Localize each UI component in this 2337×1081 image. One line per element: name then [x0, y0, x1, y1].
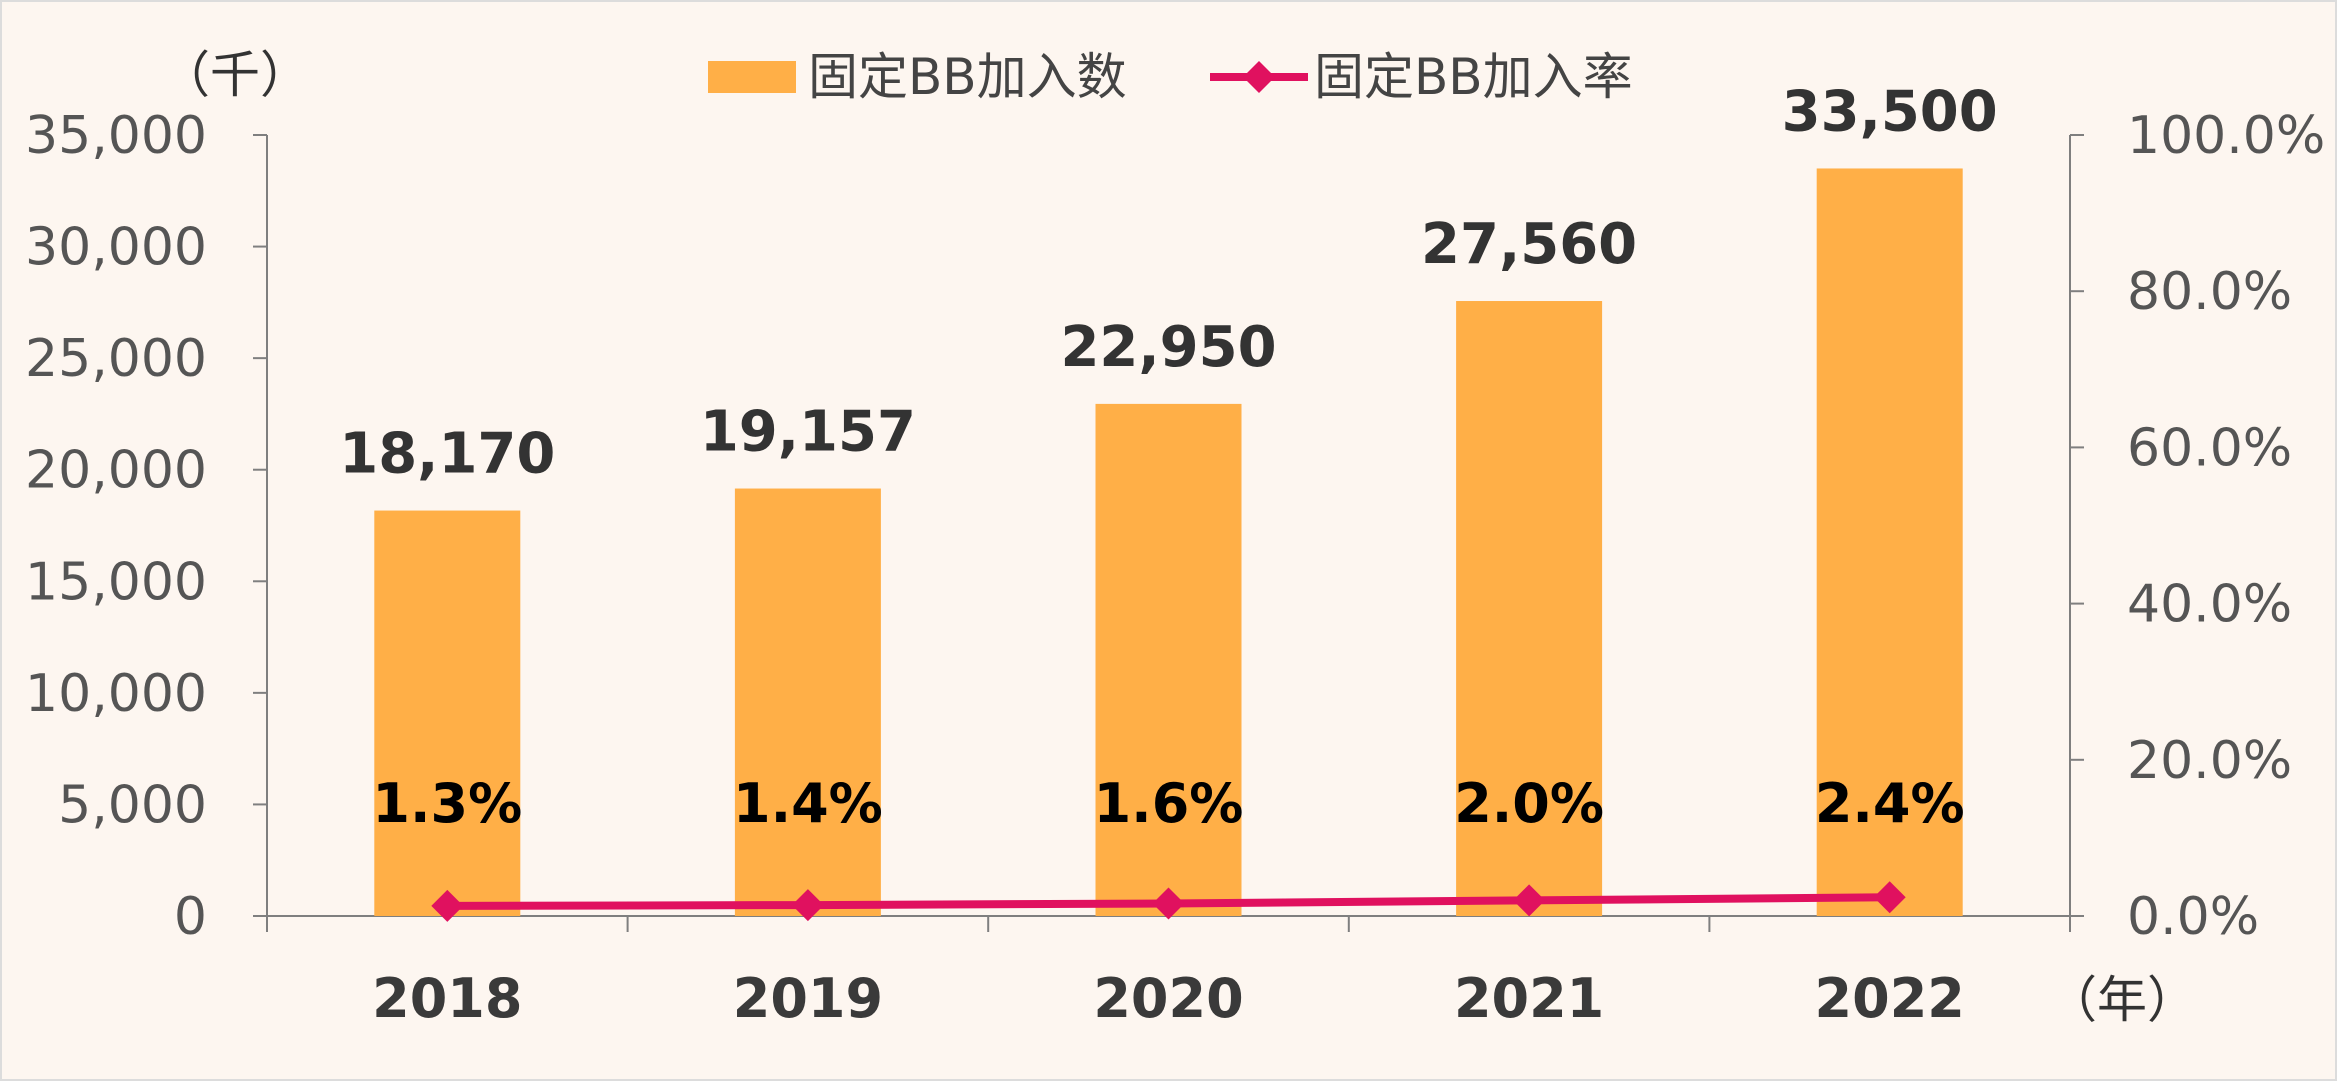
- line-point-marker: [791, 889, 824, 922]
- x-axis-unit-label: （年）: [2047, 971, 2197, 1029]
- y-axis-left-tick-label: 25,000: [25, 329, 207, 389]
- bar-data-label: 18,170: [339, 422, 555, 487]
- legend-line-label: 固定BB加入率: [1314, 48, 1633, 106]
- y-axis-right-tick-label: 40.0%: [2127, 575, 2292, 635]
- bar-data-label: 19,157: [700, 400, 916, 465]
- legend-bar-label: 固定BB加入数: [808, 48, 1127, 106]
- line-point-marker: [1873, 881, 1906, 914]
- x-axis-tick-label: 2021: [1454, 967, 1604, 1030]
- bar: [734, 488, 881, 916]
- y-axis-right-tick-label: 80.0%: [2127, 262, 2292, 322]
- line-data-label: 1.4%: [733, 772, 883, 835]
- line-data-label: 2.0%: [1454, 772, 1604, 835]
- x-axis-tick-label: 2018: [372, 967, 522, 1030]
- y-axis-left-tick-label: 20,000: [25, 441, 207, 501]
- y-axis-right-tick-label: 20.0%: [2127, 731, 2292, 791]
- bar: [374, 510, 521, 916]
- bar-data-label: 27,560: [1421, 212, 1637, 277]
- legend: 固定BB加入数 固定BB加入率: [708, 48, 1633, 106]
- y-axis-right-tick-label: 100.0%: [2127, 106, 2325, 166]
- y-axis-left-tick-label: 0: [174, 887, 207, 947]
- bar-data-label: 22,950: [1060, 315, 1276, 380]
- y-axis-left-unit-label: （千）: [160, 46, 310, 104]
- y-axis-left-tick-label: 30,000: [25, 218, 207, 278]
- y-axis-right-tick-label: 60.0%: [2127, 418, 2292, 478]
- legend-bar-swatch: [708, 61, 796, 93]
- bar-series: [374, 168, 1963, 916]
- line-point-marker: [431, 889, 464, 922]
- y-axis-left-tick-label: 35,000: [25, 106, 207, 166]
- x-axis-tick-label: 2022: [1815, 967, 1965, 1030]
- y-axis-right-tick-label: 0.0%: [2127, 887, 2259, 947]
- line-point-marker: [1513, 884, 1546, 917]
- line-data-label: 1.3%: [372, 772, 522, 835]
- line-series: [431, 881, 1906, 922]
- line-point-marker: [1152, 887, 1185, 920]
- line-data-label: 2.4%: [1815, 772, 1965, 835]
- y-axis-left-tick-label: 5,000: [58, 775, 207, 835]
- y-axis-left-tick-label: 10,000: [25, 664, 207, 724]
- data-labels: 18,170 19,157 22,950 27,560 33,500 1.3% 1.4% 1.…: [339, 79, 1998, 835]
- x-axis-tick-label: 2019: [733, 967, 883, 1030]
- bar: [1456, 301, 1603, 916]
- bar: [1095, 403, 1242, 916]
- legend-line-marker: [1243, 61, 1275, 93]
- x-axis-tick-label: 2020: [1093, 967, 1243, 1030]
- y-axis-left-tick-label: 15,000: [25, 552, 207, 612]
- line-data-label: 1.6%: [1094, 772, 1244, 835]
- bar: [1816, 168, 1963, 916]
- bar-data-label: 33,500: [1782, 79, 1998, 144]
- axes: 0 5,000 10,000 15,000 20,000 25,000 30,000 35,0…: [25, 106, 2325, 1030]
